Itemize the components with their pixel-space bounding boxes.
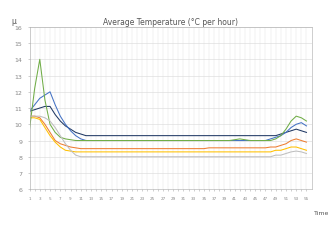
- Text: Time: Time: [315, 210, 328, 216]
- Title: Average Temperature (°C per hour): Average Temperature (°C per hour): [103, 18, 238, 27]
- Text: μ: μ: [11, 17, 16, 26]
